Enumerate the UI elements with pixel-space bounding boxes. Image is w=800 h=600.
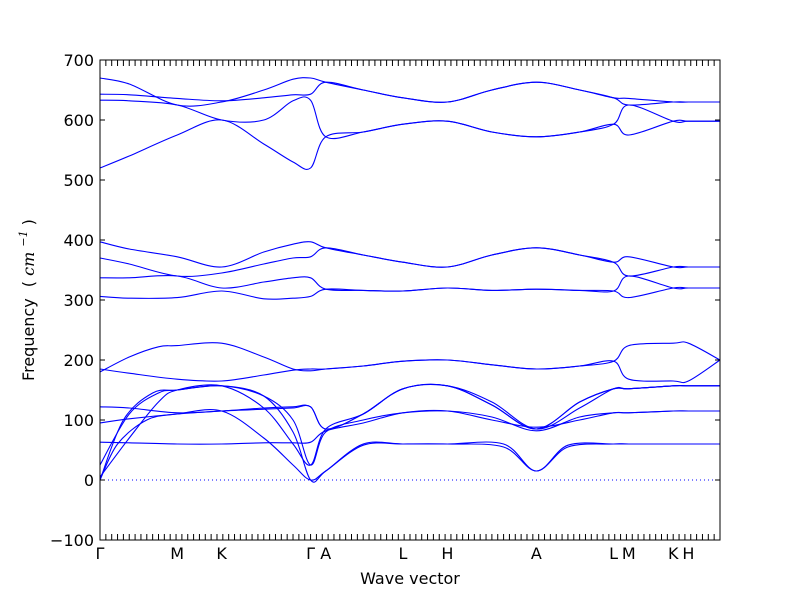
y-tick-label: 300 (63, 291, 94, 310)
x-tick-label: Γ (96, 544, 105, 563)
band-line-6 (99, 383, 720, 430)
x-tick-label: A (320, 544, 331, 563)
band-line-3 (99, 383, 720, 478)
band-line-17 (99, 77, 720, 107)
band-line-15 (99, 96, 720, 140)
y-tick-label: 700 (63, 51, 94, 70)
x-axis-label: Wave vector (360, 569, 460, 588)
x-tick-label: K (668, 544, 679, 563)
x-tick-label: H (682, 544, 694, 563)
band-line-9 (99, 359, 721, 384)
band-line-1 (99, 409, 720, 481)
y-axis-unit-close: ) (19, 219, 38, 225)
x-tick-label: L (609, 544, 618, 563)
y-axis-label-text: Frequency (19, 298, 38, 381)
x-tick-label: L (399, 544, 408, 563)
band-line-5 (99, 409, 720, 445)
x-tick-label: M (622, 544, 636, 563)
plot-frame (99, 59, 721, 541)
band-line-13 (99, 241, 720, 269)
y-axis-unit-open: ( (19, 281, 38, 287)
band-line-12 (99, 247, 720, 277)
band-line-4 (99, 385, 720, 466)
band-line-14 (99, 119, 720, 170)
band-line-8 (99, 341, 721, 373)
y-tick-label: 400 (63, 231, 94, 250)
y-axis-label: Frequency ( cm −1 ) (12, 219, 38, 381)
band-lines (99, 77, 721, 483)
x-tick-label: K (216, 544, 227, 563)
band-line-11 (99, 274, 720, 293)
y-tick-label: 500 (63, 171, 94, 190)
y-tick-label: −100 (50, 531, 94, 550)
y-tick-label: 200 (63, 351, 94, 370)
y-tick-label: 600 (63, 111, 94, 130)
x-tick-label: Γ (306, 544, 315, 563)
y-axis-ticks: −100 0 100 200 300 400 500 600 700 (50, 51, 720, 550)
x-tick-label: H (441, 544, 453, 563)
y-axis-unit-base: cm (19, 252, 38, 276)
y-axis-unit-sup: −1 (17, 230, 30, 246)
x-tick-label: A (531, 544, 542, 563)
band-line-7 (99, 383, 720, 430)
band-line-2 (99, 385, 720, 483)
band-line-10 (99, 286, 720, 300)
y-tick-label: 100 (63, 411, 94, 430)
y-tick-label: 0 (84, 471, 94, 490)
x-tick-label: M (170, 544, 184, 563)
